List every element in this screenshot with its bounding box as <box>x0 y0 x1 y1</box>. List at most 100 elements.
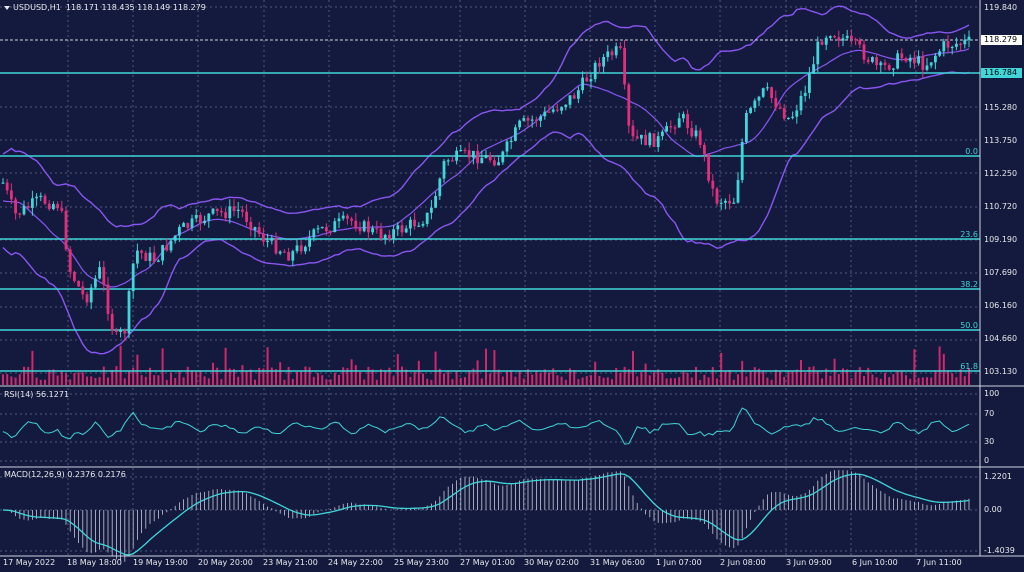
volume-bar <box>27 366 30 385</box>
candle-body <box>31 198 34 208</box>
candle <box>39 192 43 202</box>
candle <box>518 119 521 130</box>
volume-bar <box>296 371 298 385</box>
candle <box>215 208 219 216</box>
candle-body <box>354 220 358 229</box>
candle-body <box>866 59 870 62</box>
volume-bar <box>140 375 143 385</box>
candle-body <box>131 263 135 292</box>
candle <box>26 201 30 210</box>
volume-bar <box>867 367 870 385</box>
candle <box>686 109 689 135</box>
candle <box>644 129 647 146</box>
candle <box>161 244 164 265</box>
candle <box>60 200 64 213</box>
rsi-tick: 0 <box>984 456 990 465</box>
candle-body <box>190 218 194 228</box>
candle-body <box>337 218 341 222</box>
candle <box>1 178 5 184</box>
volume-bar <box>816 370 819 385</box>
candle-body <box>556 109 559 111</box>
candle-body <box>329 231 332 233</box>
candle <box>791 111 794 120</box>
candle <box>652 133 656 148</box>
volume-bar <box>749 371 752 385</box>
candle-body <box>283 251 286 253</box>
volume-bar <box>86 376 88 385</box>
candle-body <box>593 62 597 80</box>
candle <box>165 238 169 252</box>
time-tick: 25 May 23:00 <box>394 558 449 567</box>
volume-bar <box>266 347 269 385</box>
volume-bar <box>241 365 244 385</box>
candle <box>673 124 677 135</box>
volume-bar <box>161 348 164 385</box>
candle <box>211 208 215 216</box>
volume-bar <box>808 366 811 385</box>
volume-bar <box>191 371 193 385</box>
candle-body <box>572 95 576 99</box>
candle-body <box>60 208 64 211</box>
candle <box>497 156 500 166</box>
candle-body <box>530 119 534 121</box>
volume-bar <box>283 379 286 385</box>
candle-body <box>820 41 824 45</box>
volume-bar <box>325 379 328 385</box>
candle <box>627 82 631 134</box>
fib-label: 50.0 <box>960 321 978 330</box>
candle-body <box>635 136 639 139</box>
volume-bar <box>653 372 655 385</box>
candle <box>383 233 387 245</box>
bollinger-middle <box>2 48 970 288</box>
candle <box>438 177 442 200</box>
candle-body <box>837 37 841 41</box>
candle-body <box>707 154 710 181</box>
candle-body <box>766 87 769 89</box>
volume-bar <box>338 374 340 385</box>
volume-bar <box>611 379 613 385</box>
volume-bar <box>720 352 723 385</box>
candle <box>194 208 198 223</box>
volume-bar <box>186 366 189 385</box>
candle-body <box>917 56 920 64</box>
candle-body <box>291 251 295 261</box>
candle-body <box>47 203 51 210</box>
candle <box>434 191 437 209</box>
volume-bar <box>896 371 899 385</box>
candle <box>81 281 85 300</box>
volume-bar <box>329 379 332 385</box>
volume-bar <box>375 379 378 385</box>
dropdown-triangle-icon[interactable] <box>4 5 10 10</box>
candle <box>203 215 206 226</box>
candle-body <box>913 57 916 64</box>
volume-bar <box>577 379 580 385</box>
candle-body <box>871 57 874 62</box>
candle <box>207 213 211 228</box>
candle <box>136 243 139 269</box>
candle <box>157 259 160 263</box>
candle-body <box>904 58 908 62</box>
volume-bar <box>392 376 395 385</box>
candle-body <box>383 234 387 239</box>
macd-tick: 0.00 <box>984 505 1002 514</box>
candle-body <box>778 107 782 109</box>
candle-body <box>682 114 685 119</box>
candle-body <box>52 204 55 210</box>
volume-bar <box>300 371 303 385</box>
volume-bar <box>963 376 966 385</box>
candle <box>367 216 370 241</box>
volume-bar <box>934 370 937 385</box>
candle-body <box>833 36 836 38</box>
candle <box>182 221 185 227</box>
candle-body <box>547 111 551 113</box>
candle-body <box>148 252 152 261</box>
candle <box>224 208 227 222</box>
candle-body <box>959 43 962 46</box>
fib-label: 0.0 <box>965 147 978 156</box>
volume-bar <box>321 375 324 385</box>
candle <box>232 199 236 217</box>
candle <box>808 66 811 99</box>
rsi-tick: 100 <box>984 389 1000 398</box>
candle-body <box>610 51 614 56</box>
